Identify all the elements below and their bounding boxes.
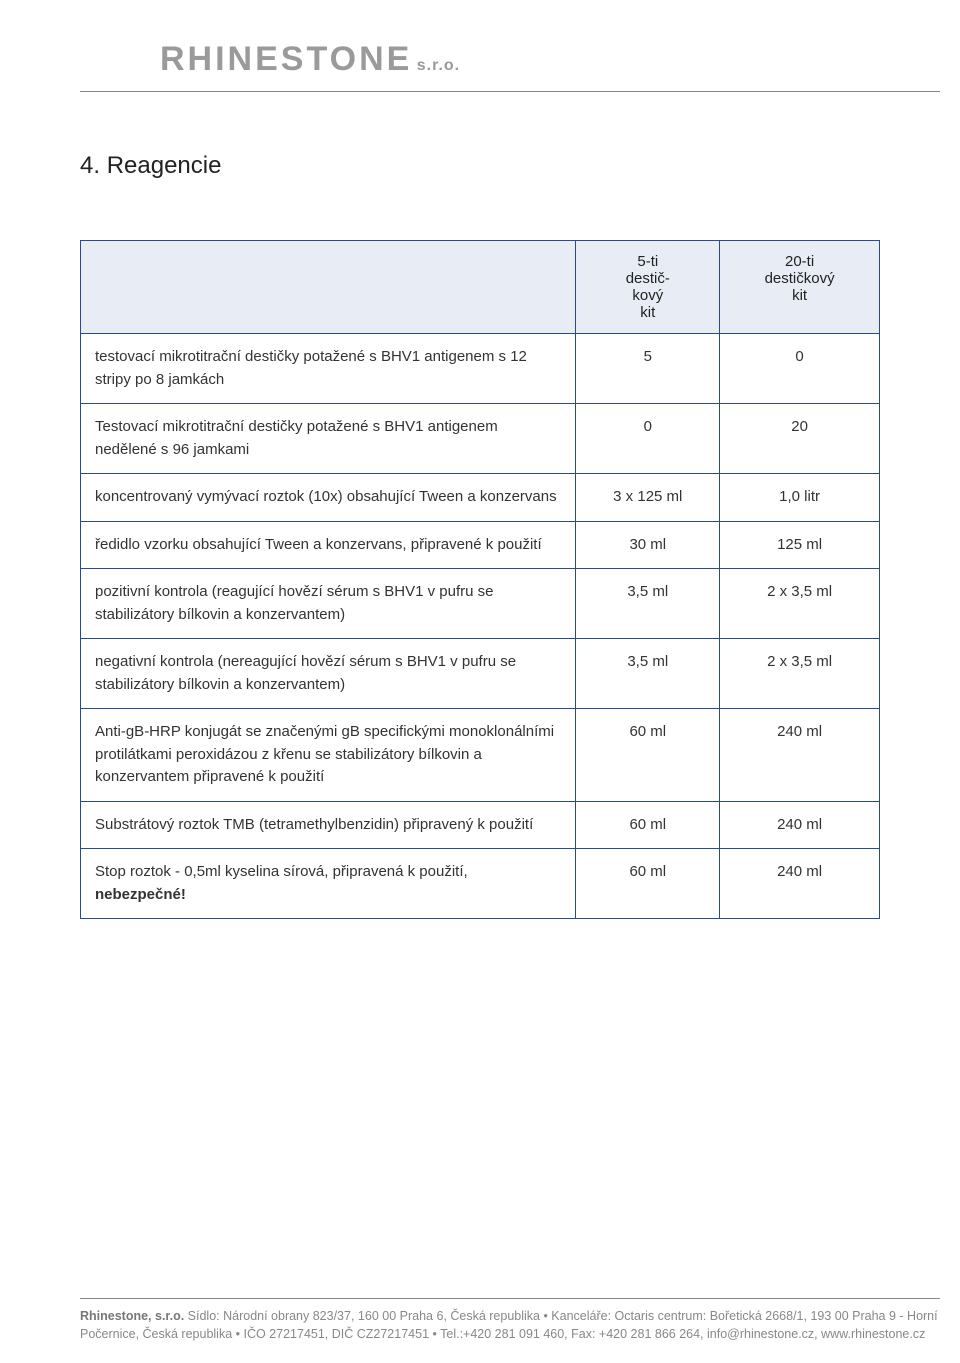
cell-desc: koncentrovaný vymývací roztok (10x) obsa… <box>81 474 576 522</box>
cell-v2: 125 ml <box>720 521 880 569</box>
cell-desc: Anti-gB-HRP konjugát se značenými gB spe… <box>81 709 576 802</box>
th-kit20-l1: 20-ti <box>734 253 865 270</box>
cell-desc-pre: Stop roztok - 0,5ml kyselina sírová, při… <box>95 863 468 880</box>
th-desc <box>81 241 576 334</box>
th-kit5-l2: destič- <box>590 270 705 287</box>
cell-v2: 2 x 3,5 ml <box>720 639 880 709</box>
section-title-text: Reagencie <box>107 152 222 179</box>
cell-v2: 1,0 litr <box>720 474 880 522</box>
cell-v1: 30 ml <box>576 521 720 569</box>
cell-desc: Substrátový roztok TMB (tetramethylbenzi… <box>81 801 576 849</box>
table-row: Substrátový roztok TMB (tetramethylbenzi… <box>81 801 880 849</box>
table-row: testovací mikrotitrační destičky potažen… <box>81 334 880 404</box>
th-kit5: 5-ti destič- kový kit <box>576 241 720 334</box>
logo-suffix: s.r.o. <box>417 57 460 74</box>
cell-v2: 240 ml <box>720 801 880 849</box>
th-kit20-l3: kit <box>734 287 865 304</box>
cell-v1: 5 <box>576 334 720 404</box>
section-heading: 4. Reagencie <box>80 152 880 180</box>
cell-v2: 0 <box>720 334 880 404</box>
cell-v1: 3,5 ml <box>576 639 720 709</box>
cell-v1: 3 x 125 ml <box>576 474 720 522</box>
cell-v1: 3,5 ml <box>576 569 720 639</box>
cell-desc: Stop roztok - 0,5ml kyselina sírová, při… <box>81 849 576 919</box>
table-row: pozitivní kontrola (reagující hovězí sér… <box>81 569 880 639</box>
cell-v1: 60 ml <box>576 709 720 802</box>
th-kit20: 20-ti destičkový kit <box>720 241 880 334</box>
table-header-row: 5-ti destič- kový kit 20-ti destičkový k… <box>81 241 880 334</box>
cell-desc: ředidlo vzorku obsahující Tween a konzer… <box>81 521 576 569</box>
content: 4. Reagencie 5-ti destič- kový kit 20-ti… <box>0 92 960 919</box>
footer-text: Sídlo: Národní obrany 823/37, 160 00 Pra… <box>80 1309 938 1341</box>
th-kit5-l1: 5-ti <box>590 253 705 270</box>
section-number: 4. <box>80 152 100 179</box>
cell-desc: negativní kontrola (nereagující hovězí s… <box>81 639 576 709</box>
cell-desc: testovací mikrotitrační destičky potažen… <box>81 334 576 404</box>
cell-desc: Testovací mikrotitrační destičky potažen… <box>81 404 576 474</box>
table-row: Stop roztok - 0,5ml kyselina sírová, při… <box>81 849 880 919</box>
header: RHINESTONE s.r.o. <box>80 0 940 92</box>
table-row: Anti-gB-HRP konjugát se značenými gB spe… <box>81 709 880 802</box>
reagent-table: 5-ti destič- kový kit 20-ti destičkový k… <box>80 240 880 919</box>
th-kit20-l2: destičkový <box>734 270 865 287</box>
cell-v2: 20 <box>720 404 880 474</box>
cell-desc: pozitivní kontrola (reagující hovězí sér… <box>81 569 576 639</box>
cell-v1: 0 <box>576 404 720 474</box>
table-body: testovací mikrotitrační destičky potažen… <box>81 334 880 919</box>
th-kit5-l4: kit <box>590 304 705 321</box>
footer: Rhinestone, s.r.o. Sídlo: Národní obrany… <box>80 1298 940 1343</box>
cell-v2: 240 ml <box>720 849 880 919</box>
logo-main: RHINESTONE <box>160 40 412 78</box>
table-row: koncentrovaný vymývací roztok (10x) obsa… <box>81 474 880 522</box>
cell-desc-bold: nebezpečné! <box>95 886 186 903</box>
cell-v1: 60 ml <box>576 849 720 919</box>
cell-v2: 240 ml <box>720 709 880 802</box>
table-row: ředidlo vzorku obsahující Tween a konzer… <box>81 521 880 569</box>
cell-v2: 2 x 3,5 ml <box>720 569 880 639</box>
cell-v1: 60 ml <box>576 801 720 849</box>
table-row: Testovací mikrotitrační destičky potažen… <box>81 404 880 474</box>
footer-company: Rhinestone, s.r.o. <box>80 1309 184 1323</box>
table-row: negativní kontrola (nereagující hovězí s… <box>81 639 880 709</box>
th-kit5-l3: kový <box>590 287 705 304</box>
